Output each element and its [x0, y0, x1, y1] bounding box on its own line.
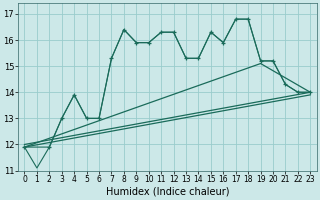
X-axis label: Humidex (Indice chaleur): Humidex (Indice chaleur)	[106, 187, 229, 197]
